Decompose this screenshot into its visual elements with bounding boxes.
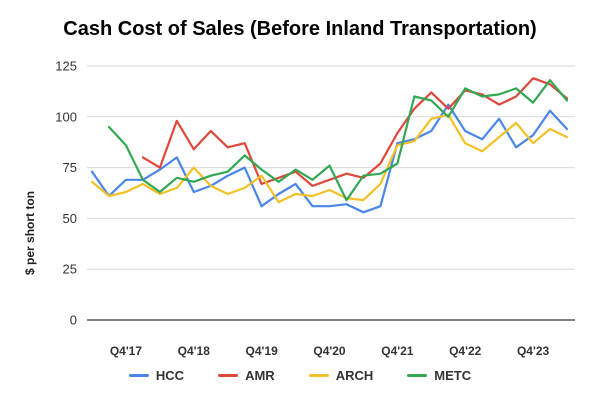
series-line-amr [141, 77, 569, 187]
legend-label: AMR [245, 368, 275, 383]
legend: HCC AMR ARCH METC [0, 368, 600, 383]
series-lines [90, 77, 569, 214]
series-line-arch [90, 113, 569, 204]
legend-swatch [407, 374, 428, 377]
x-tick-label: Q4'22 [449, 344, 482, 358]
chart-title: Cash Cost of Sales (Before Inland Transp… [63, 18, 537, 40]
y-tick-label: 25 [63, 262, 77, 277]
series-line-hcc [90, 103, 569, 214]
x-tick-label: Q4'19 [246, 344, 279, 358]
series-line-metc [107, 79, 569, 202]
legend-swatch [128, 374, 149, 377]
y-tick-label: 100 [55, 109, 77, 124]
y-tick-label: 75 [63, 160, 77, 175]
x-tick-label: Q4'18 [178, 344, 211, 358]
legend-swatch [308, 374, 329, 377]
y-axis-label: $ per short ton [23, 191, 37, 275]
x-tick-label: Q4'20 [313, 344, 346, 358]
legend-label: HCC [155, 368, 185, 383]
legend-item-arch: ARCH [308, 368, 374, 383]
legend-item-amr: AMR [218, 368, 275, 383]
legend-swatch [218, 374, 239, 377]
legend-item-metc: METC [407, 368, 471, 383]
x-tick-label: Q4'21 [381, 344, 414, 358]
y-tick-label: 125 [55, 59, 77, 74]
y-axis-ticks: 0 25 50 75 100 125 [55, 59, 77, 328]
legend-item-hcc: HCC [128, 368, 185, 383]
legend-label: ARCH [335, 368, 374, 383]
legend-label: METC [434, 368, 472, 383]
x-tick-label: Q4'17 [110, 344, 143, 358]
y-tick-label: 50 [63, 211, 77, 226]
x-axis-ticks: Q4'17 Q4'18 Q4'19 Q4'20 Q4'21 Q4'22 Q4'23 [110, 344, 550, 358]
y-tick-label: 0 [70, 313, 77, 328]
x-tick-label: Q4'23 [517, 344, 550, 358]
